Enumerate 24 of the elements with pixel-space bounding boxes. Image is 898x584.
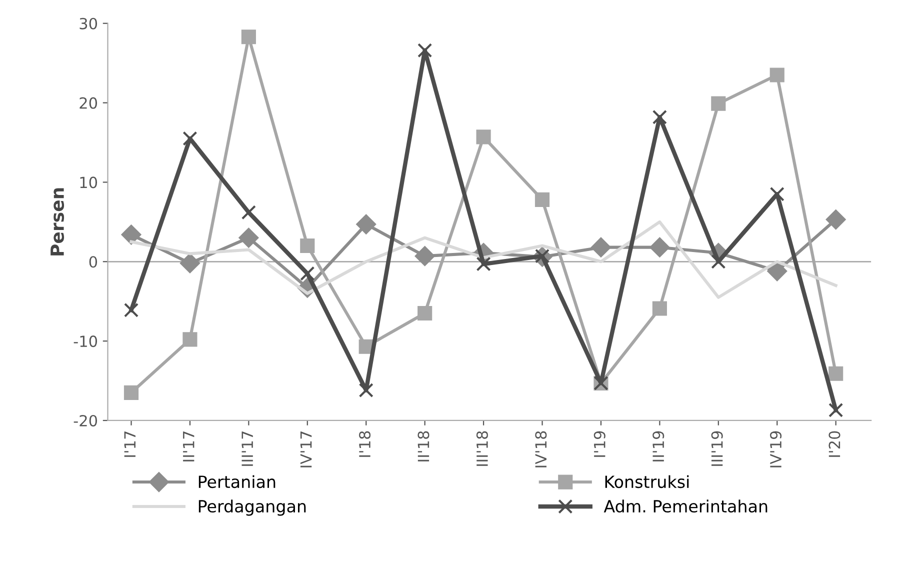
x-tick-label: II'19 bbox=[652, 431, 664, 462]
y-tick-label: 10 bbox=[80, 176, 98, 188]
x-tick-label: I'17 bbox=[124, 432, 136, 457]
legend-label: Adm. Pemerintahan bbox=[604, 500, 768, 513]
x-tick-label: I'20 bbox=[828, 431, 840, 457]
x-tick-label: III'17 bbox=[242, 432, 253, 466]
legend-label: Konstruksi bbox=[605, 475, 689, 488]
y-tick-label: 30 bbox=[80, 18, 98, 30]
x-tick-label: I'18 bbox=[358, 431, 371, 457]
y-tick-label: 20 bbox=[80, 97, 98, 109]
y-tick-label: -10 bbox=[74, 336, 98, 348]
x-tick-label: II'18 bbox=[418, 431, 430, 462]
legend-label: Perdagangan bbox=[198, 500, 306, 516]
legend-label: Pertanian bbox=[198, 475, 276, 488]
y-tick-label: -20 bbox=[74, 414, 98, 426]
x-tick-label: III'19 bbox=[711, 431, 723, 466]
x-tick-label: II'17 bbox=[183, 432, 194, 462]
x-tick-label: IV'17 bbox=[300, 432, 312, 468]
x-tick-label: I'19 bbox=[594, 431, 606, 457]
x-tick-label: IV'18 bbox=[535, 431, 547, 468]
y-tick-label: 0 bbox=[89, 256, 98, 268]
x-tick-label: III'18 bbox=[476, 431, 488, 466]
y-axis-title: Persen bbox=[50, 188, 64, 256]
x-tick-label: IV'19 bbox=[770, 431, 782, 468]
